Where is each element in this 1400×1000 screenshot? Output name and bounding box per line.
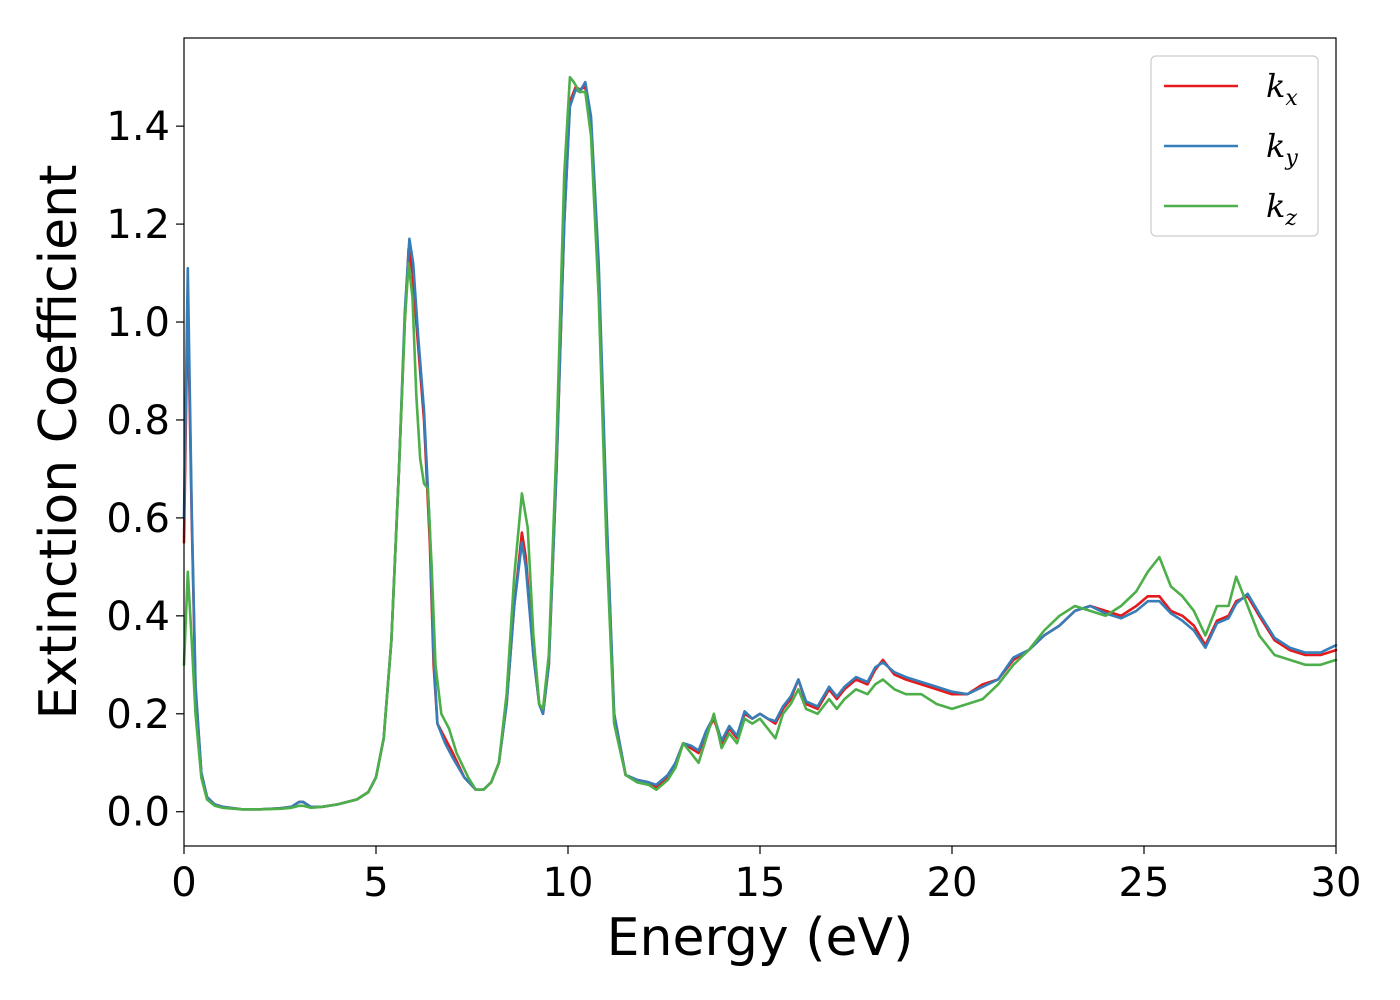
y-axis-ticks: 0.0 0.2 0.4 0.6 0.8 1.0 1.2 1.4 bbox=[106, 104, 184, 836]
y-tick-label: 0.6 bbox=[106, 496, 170, 542]
plot-background bbox=[184, 38, 1336, 846]
y-tick-label: 1.0 bbox=[106, 300, 170, 346]
y-tick-label: 0.8 bbox=[106, 398, 170, 444]
legend-label-k-x: kx bbox=[1266, 67, 1298, 111]
x-tick-label: 10 bbox=[543, 860, 594, 906]
x-axis-title: Energy (eV) bbox=[607, 908, 914, 968]
x-tick-label: 5 bbox=[363, 860, 388, 906]
x-tick-label: 15 bbox=[735, 860, 786, 906]
y-tick-label: 1.4 bbox=[106, 104, 170, 150]
series-line-k-z bbox=[182, 75, 1338, 811]
legend-label-k-z: kz bbox=[1266, 187, 1297, 231]
x-tick-label: 20 bbox=[927, 860, 978, 906]
y-axis-title: Extinction Coefficient bbox=[29, 165, 89, 720]
x-tick-label: 25 bbox=[1119, 860, 1170, 906]
series-layer bbox=[182, 75, 1338, 811]
y-tick-label: 1.2 bbox=[106, 202, 170, 248]
x-tick-label: 30 bbox=[1311, 860, 1362, 906]
legend-label-k-y: ky bbox=[1266, 127, 1298, 171]
y-tick-label: 0.4 bbox=[106, 594, 170, 640]
y-tick-label: 0.2 bbox=[106, 692, 170, 738]
x-axis-ticks: 0 5 10 15 20 25 30 bbox=[171, 846, 1361, 906]
y-tick-label: 0.0 bbox=[106, 790, 170, 836]
legend: kx ky kz bbox=[1150, 55, 1319, 237]
x-tick-label: 0 bbox=[171, 860, 196, 906]
